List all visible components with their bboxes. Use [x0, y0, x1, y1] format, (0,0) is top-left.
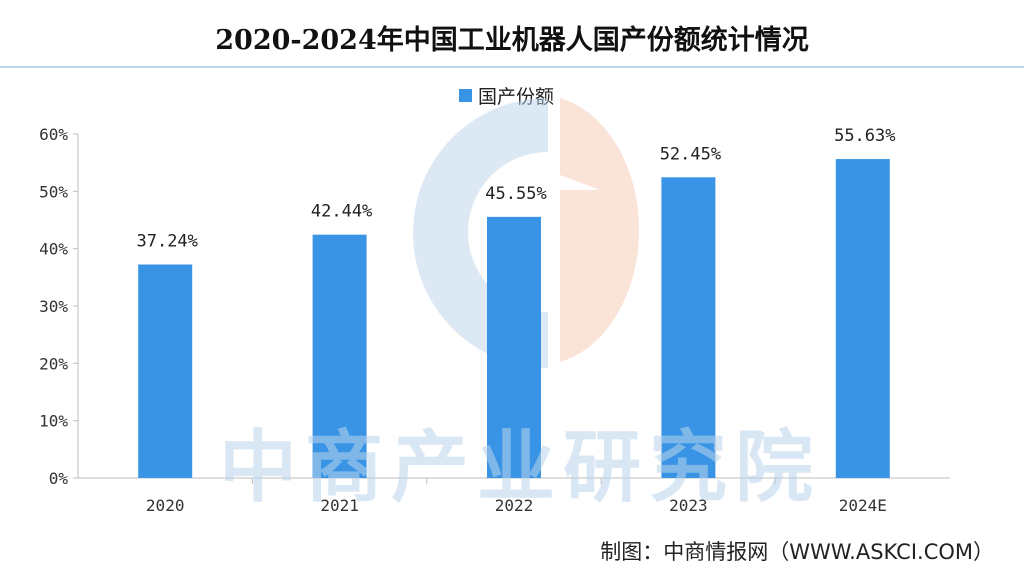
bar-2020	[138, 264, 193, 478]
watermark-logo-icon	[413, 98, 640, 368]
title-divider	[0, 66, 1024, 68]
chart-title: 2020-2024年中国工业机器人国产份额统计情况	[215, 25, 809, 56]
data-label: 45.55%	[485, 184, 546, 204]
data-label: 55.63%	[834, 126, 895, 146]
y-tick-label: 60%	[39, 125, 68, 144]
x-tick-label: 2022	[495, 496, 534, 515]
x-tick-label: 2020	[146, 496, 185, 515]
x-tick-label: 2023	[669, 496, 708, 515]
watermark-text: 中商产业研究院	[218, 423, 821, 513]
x-tick-label: 2021	[320, 496, 359, 515]
y-tick-label: 0%	[49, 469, 69, 488]
data-label: 52.45%	[660, 144, 721, 164]
bar-2024E	[835, 159, 890, 478]
data-label: 37.24%	[136, 231, 197, 251]
source-note: 制图：中商情报网（WWW.ASKCI.COM）	[600, 540, 994, 564]
y-tick-label: 10%	[39, 412, 68, 431]
x-tick-label: 2024E	[839, 496, 887, 515]
legend-swatch	[459, 89, 472, 102]
data-label: 42.44%	[311, 202, 372, 222]
y-tick-label: 50%	[39, 182, 68, 201]
bar-2021	[312, 234, 367, 478]
y-tick-label: 20%	[39, 354, 68, 373]
y-tick-label: 40%	[39, 240, 68, 259]
y-tick-label: 30%	[39, 297, 68, 316]
bar-2022	[487, 216, 541, 478]
bar-2023	[661, 177, 716, 478]
